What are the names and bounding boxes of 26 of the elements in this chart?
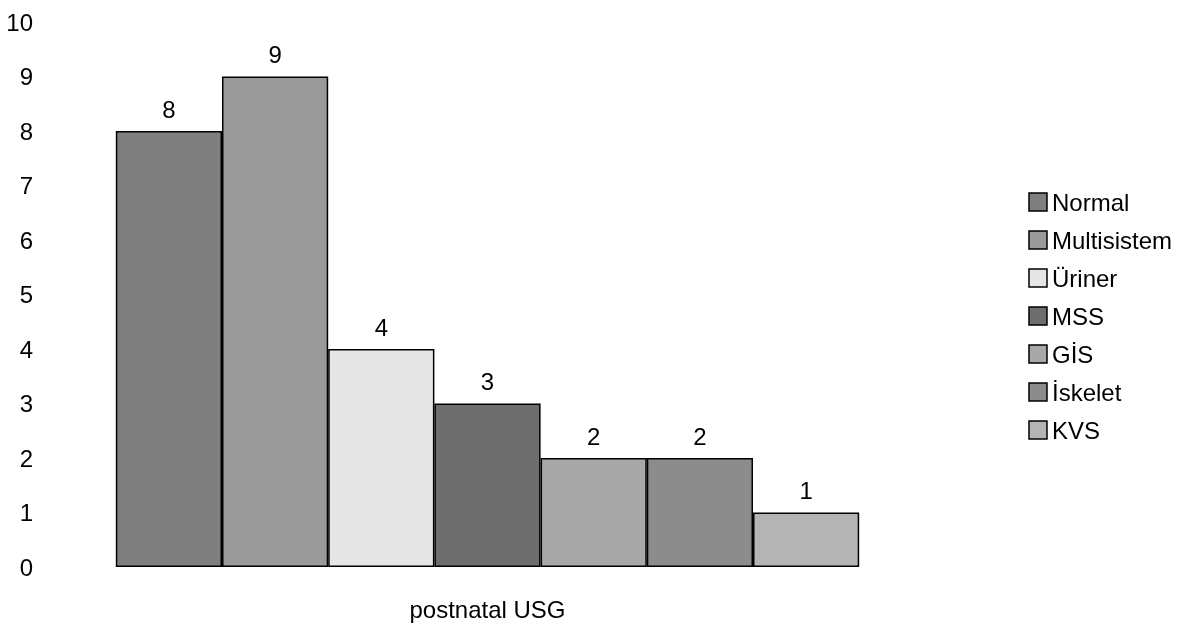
- legend-label: Multisistem: [1051, 226, 1172, 254]
- data-label: 1: [799, 477, 813, 504]
- y-tick-label: 0: [19, 553, 33, 581]
- data-label: 8: [162, 95, 176, 123]
- y-tick-label: 1: [19, 499, 33, 526]
- y-tick-label: 5: [19, 281, 33, 308]
- data-label: 4: [374, 313, 388, 341]
- y-tick-label: 6: [19, 226, 33, 254]
- data-label: 3: [480, 368, 495, 395]
- y-tick-label: 4: [19, 335, 33, 363]
- x-axis-title: postnatal USG: [409, 595, 566, 623]
- data-label: 2: [693, 422, 707, 450]
- legend-label: Üriner: [1051, 264, 1118, 292]
- data-label: 9: [268, 41, 282, 68]
- legend-label: KVS: [1051, 416, 1101, 444]
- y-tick-label: 8: [19, 117, 33, 145]
- legend-label: Normal: [1051, 188, 1130, 216]
- y-tick-label: 3: [19, 390, 33, 417]
- y-tick-label: 10: [6, 8, 33, 36]
- legend-label: İskelet: [1051, 378, 1122, 406]
- y-tick-label: 2: [19, 444, 33, 472]
- legend-label: GİS: [1051, 340, 1094, 368]
- data-label: 2: [587, 422, 601, 450]
- y-tick-label: 7: [19, 172, 33, 199]
- legend-label: MSS: [1051, 302, 1104, 330]
- y-tick-label: 9: [19, 63, 33, 90]
